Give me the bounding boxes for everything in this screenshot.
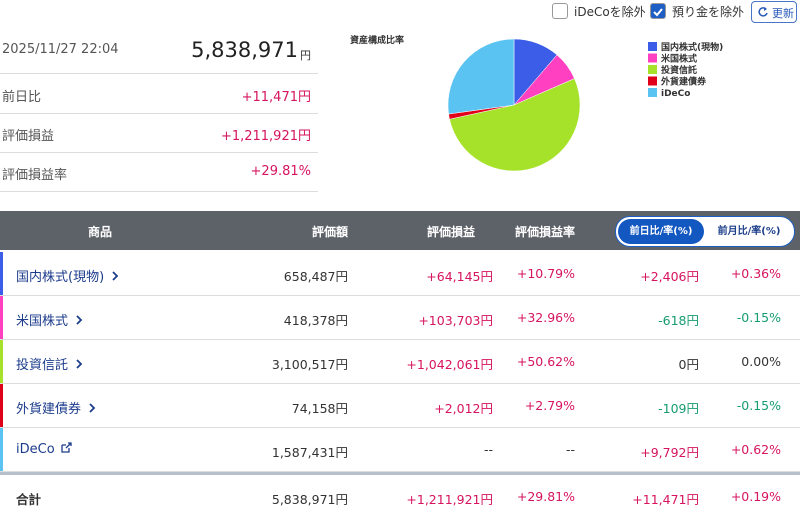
checkbox-label[interactable]: iDeCoを除外 [574,5,646,19]
cell-value: 74,158円 [291,401,348,416]
cell-change: -109円 [658,401,699,416]
row-divider [0,295,800,296]
checkbox[interactable] [552,3,568,19]
checkbox[interactable] [650,3,666,19]
cell-gain-rate: +29.81% [516,489,575,504]
row-bar [0,340,3,383]
cell-gain: +1,211,921円 [406,492,493,507]
cell-gain: +2,012円 [434,401,493,416]
toggle-button[interactable]: 前日比/率(%) [618,219,704,244]
legend-label: 投資信託 [661,64,697,76]
cell-gain-rate: -- [565,442,575,457]
cell-change: -618円 [658,313,699,328]
total-value: 5,838,971 [191,38,298,62]
refresh-icon [758,7,768,17]
timestamp: 2025/11/27 22:04 [2,42,119,57]
cell-gain: +64,145円 [426,269,493,284]
refresh-label[interactable]: 更新 [772,7,794,20]
summary-value: +29.81% [250,164,311,179]
chevron-icon[interactable] [109,270,121,282]
checkbox-label[interactable]: 預り金を除外 [672,5,745,19]
cell-change-rate: -0.15% [736,310,781,325]
cell-gain: -- [483,442,493,457]
total-border [0,472,800,475]
chevron-icon[interactable] [73,358,85,370]
cell-gain: +1,042,061円 [406,357,493,372]
chevron-icon[interactable] [73,314,85,326]
cell-value: 658,487円 [283,269,348,284]
cell-change: +2,406円 [640,269,699,284]
row-divider [0,471,800,472]
divider [0,191,318,192]
cell-change: +11,471円 [632,492,699,507]
product-link[interactable]: iDeCo [16,442,72,457]
toggle-label[interactable]: 前日比/率(%) [629,226,693,237]
row-bar [0,296,3,339]
summary-value: +11,471円 [241,90,311,105]
summary-label: 評価損益 [2,129,55,144]
legend-swatch [648,88,657,97]
row-bar [0,428,3,471]
summary-value: +1,211,921円 [220,129,311,144]
check-icon [653,8,663,17]
pie-slice [447,38,515,115]
product-link[interactable]: 米国株式 [16,310,85,329]
product-link[interactable]: 外貨建債券 [16,398,98,417]
toggle-button[interactable]: 前月比/率(%) [706,219,792,244]
cell-gain-rate: +2.79% [524,398,575,413]
cell-value: 3,100,517円 [271,357,348,372]
cell-change-rate: +0.36% [730,266,781,281]
total-unit: 円 [300,49,311,62]
divider [0,113,318,114]
legend-label: 米国株式 [660,53,697,65]
cell-gain-rate: +32.96% [516,310,575,325]
cell-change-rate: 0.00% [741,354,781,369]
column-header: 評価損益率 [514,225,575,239]
legend-swatch [648,65,657,74]
row-divider [0,383,800,384]
summary-label: 評価損益率 [2,168,68,183]
total-label: 合計 [16,492,42,507]
legend-swatch [648,76,657,86]
divider [0,73,318,74]
cell-change-rate: +0.19% [730,489,781,504]
column-header: 評価損益 [426,225,475,239]
row-divider [0,427,800,428]
column-header: 商品 [87,225,112,239]
legend-label: 国内株式(現物) [661,41,723,53]
cell-gain: +103,703円 [418,313,493,328]
chart-title: 資産構成比率 [350,34,404,46]
refresh-button[interactable]: 更新 [751,1,797,23]
cell-change-rate: +0.62% [730,442,781,457]
pie-slice [449,78,581,172]
column-header: 評価額 [311,225,348,239]
legend-swatch [648,42,657,51]
toggle-label[interactable]: 前月比/率(%) [717,226,781,237]
cell-value: 5,838,971円 [271,492,348,507]
cell-value: 418,378円 [283,313,348,328]
row-divider [0,339,800,340]
external-link-icon[interactable] [60,442,72,454]
product-link[interactable]: 国内株式(現物) [16,266,121,285]
cell-gain-rate: +50.62% [516,354,575,369]
cell-gain-rate: +10.79% [516,266,575,281]
cell-change-rate: -0.15% [736,398,781,413]
chevron-icon[interactable] [86,402,98,414]
cell-change: +9,792円 [640,445,699,460]
row-bar [0,384,3,427]
divider [0,152,318,153]
legend-swatch [648,53,657,63]
summary-label: 前日比 [2,90,42,105]
cell-change: 0円 [678,357,699,372]
legend-label: 外貨建債券 [660,76,707,88]
cell-value: 1,587,431円 [271,445,348,460]
legend-label: iDeCo [661,89,690,99]
row-bar [0,252,3,295]
product-link[interactable]: 投資信託 [16,354,85,373]
